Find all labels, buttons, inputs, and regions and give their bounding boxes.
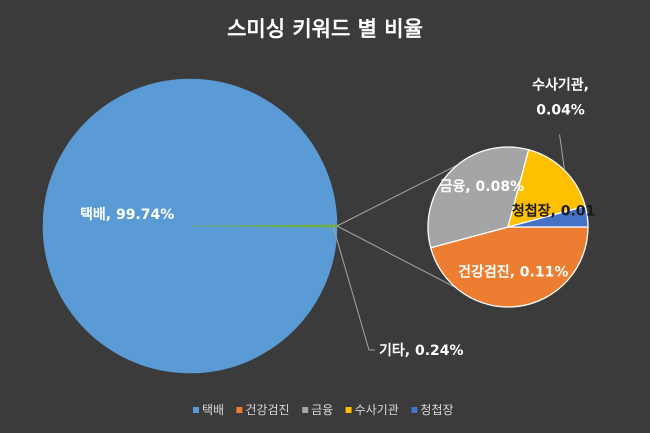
data-label-sec-2-name: 수사기관,	[532, 76, 589, 93]
legend-item-0: 택배	[202, 403, 224, 417]
legend: 택배 건강검진 금융 수사기관 청첩장	[193, 403, 454, 417]
legend-swatch-0	[193, 407, 199, 413]
legend-item-2: 금융	[311, 403, 333, 417]
chart-title: 스미싱 키워드 별 비율	[227, 17, 423, 41]
data-label-main-1: 기타, 0.24%	[379, 343, 464, 359]
secondary-pie-slice-1	[427, 146, 530, 249]
legend-item-1: 건강검진	[245, 403, 289, 417]
leader-line-sec-2	[559, 134, 566, 171]
legend-swatch-3	[345, 407, 352, 413]
data-label-sec-0: 건강검진, 0.11%	[458, 264, 568, 281]
secondary-pie	[427, 146, 589, 308]
legend-item-3: 수사기관	[355, 403, 399, 417]
secondary-pie-slice-3	[507, 205, 589, 228]
secondary-pie-slice-0	[429, 226, 589, 308]
data-labels: 택배, 99.74% 기타, 0.24% 건강검진, 0.11% 금융, 0.08% 수…	[80, 76, 595, 359]
data-label-sec-3: 청첩장, 0.01	[512, 203, 595, 220]
data-label-sec-2-value: 0.04%	[536, 102, 585, 118]
main-pie	[42, 78, 338, 374]
legend-item-4: 청첩장	[420, 403, 453, 417]
data-label-sec-1: 금융, 0.08%	[440, 179, 525, 195]
legend-swatch-2	[302, 407, 309, 413]
legend-swatch-4	[411, 407, 418, 413]
legend-swatch-1	[236, 407, 243, 413]
data-label-main-0: 택배, 99.74%	[80, 206, 174, 223]
leader-line-other	[332, 225, 375, 351]
main-pie-slice-other	[189, 224, 338, 228]
